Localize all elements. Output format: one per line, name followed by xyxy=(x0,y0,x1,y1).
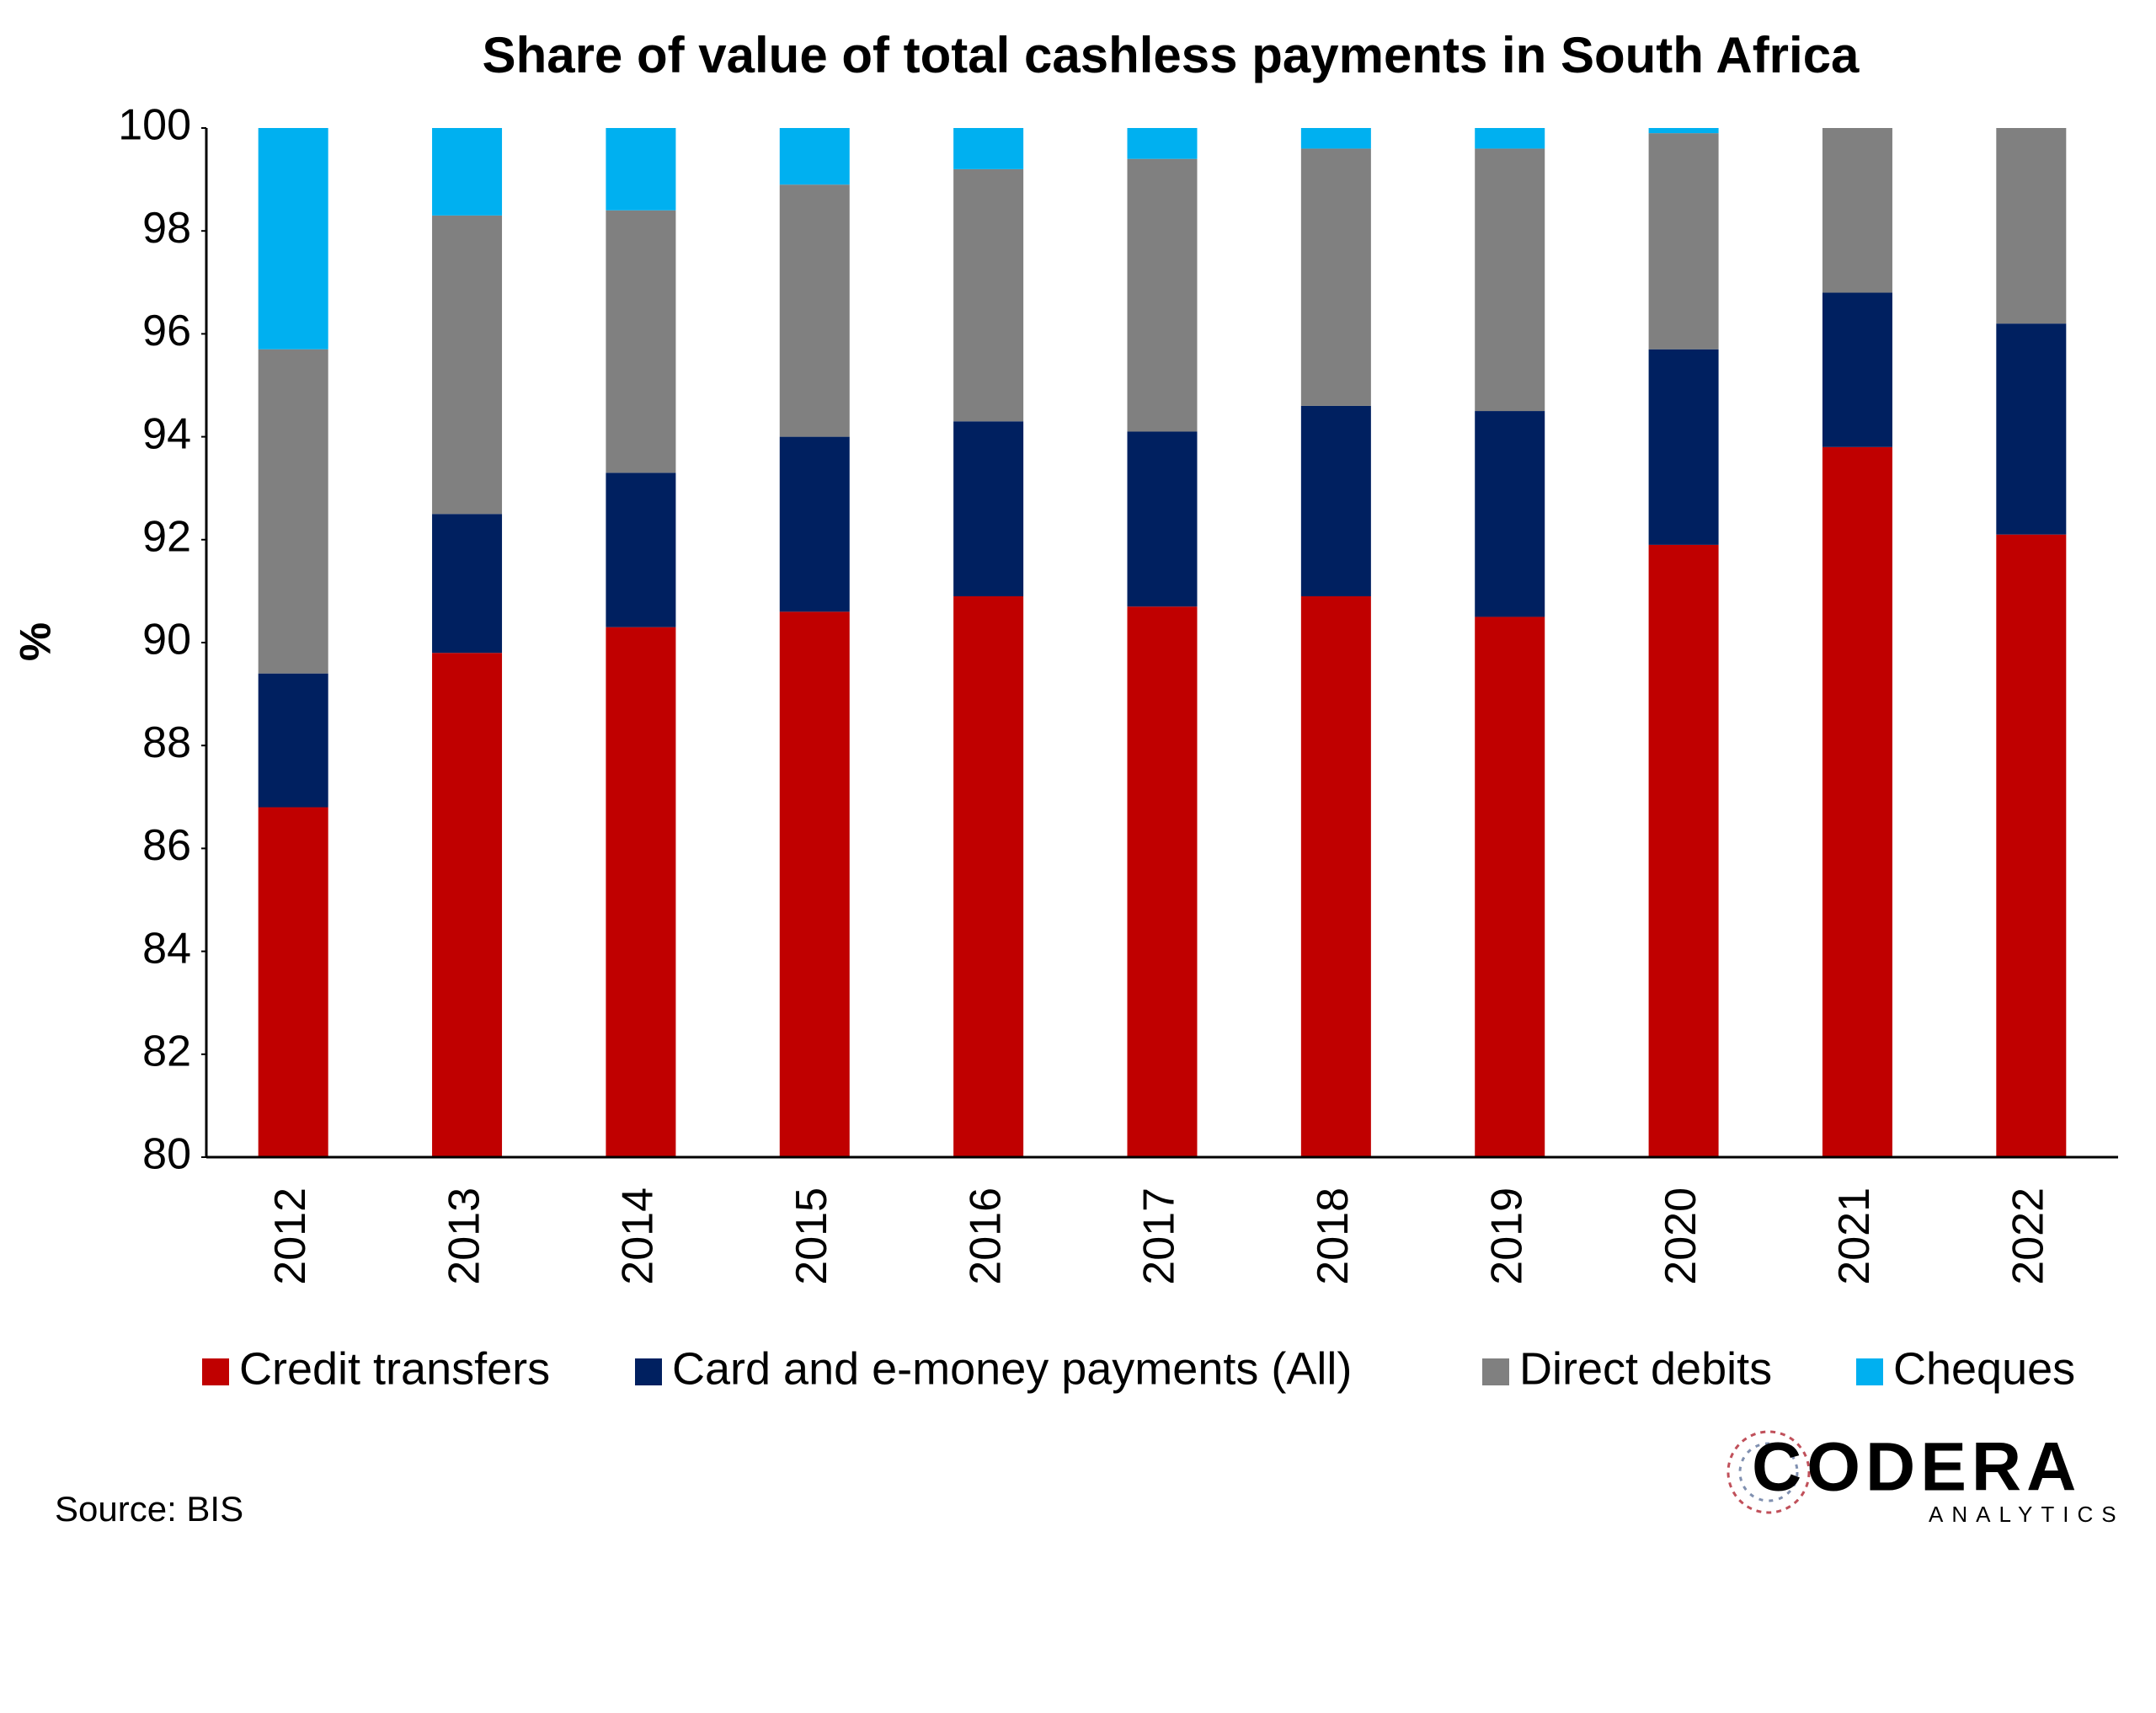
bar-segment xyxy=(1822,446,1892,1157)
bar-segment xyxy=(1648,128,1719,134)
legend-label: Card and e-money payments (All) xyxy=(672,1343,1352,1394)
bar-segment xyxy=(258,807,328,1157)
bar-segment xyxy=(1127,158,1198,432)
chart-title: Share of value of total cashless payment… xyxy=(483,27,1860,83)
bar-segment xyxy=(258,673,328,808)
bar-segment xyxy=(1300,148,1371,406)
bar-segment xyxy=(779,128,850,185)
bar-segment xyxy=(953,596,1024,1157)
bar-segment xyxy=(1475,411,1545,617)
bar-segment xyxy=(779,184,850,437)
bar-segment xyxy=(432,653,503,1157)
x-tick-label: 2014 xyxy=(614,1187,663,1285)
bar-segment xyxy=(1300,596,1371,1157)
bar-segment xyxy=(1996,323,2067,535)
y-tick-label: 88 xyxy=(142,718,191,767)
bar-segment xyxy=(258,349,328,674)
y-axis-label: % xyxy=(12,622,61,661)
bar-segment xyxy=(1822,292,1892,447)
logo-name: CODERA xyxy=(1752,1429,2081,1506)
x-tick-label: 2016 xyxy=(961,1187,1010,1285)
bar-segment xyxy=(953,168,1024,422)
logo-mark xyxy=(1738,1442,1799,1502)
bar-segment xyxy=(779,436,850,612)
bar-segment xyxy=(432,514,503,654)
x-tick-label: 2017 xyxy=(1135,1187,1184,1285)
bar-segment xyxy=(606,128,676,211)
bar-segment xyxy=(432,215,503,515)
bar-segment xyxy=(1475,128,1545,149)
bar-segment xyxy=(1822,128,1892,293)
y-tick-label: 92 xyxy=(142,513,191,562)
bar-segment xyxy=(953,421,1024,597)
x-tick-label: 2021 xyxy=(1830,1187,1879,1285)
legend-label: Credit transfers xyxy=(239,1343,550,1394)
bar-segment xyxy=(1300,405,1371,597)
x-tick-label: 2015 xyxy=(787,1187,836,1285)
legend-swatch xyxy=(1856,1358,1883,1385)
bar-segment xyxy=(1475,616,1545,1157)
y-tick-label: 80 xyxy=(142,1130,191,1179)
x-tick-label: 2018 xyxy=(1309,1187,1358,1285)
y-tick-label: 84 xyxy=(142,924,191,973)
bar-segment xyxy=(1300,128,1371,149)
source: Source: BIS xyxy=(55,1489,243,1529)
legend-label: Direct debits xyxy=(1519,1343,1772,1394)
x-tick-label: 2020 xyxy=(1657,1187,1705,1285)
legend-swatch xyxy=(1482,1358,1509,1385)
bar-segment xyxy=(1996,534,2067,1157)
bar-segment xyxy=(432,128,503,216)
x-tick-label: 2012 xyxy=(266,1187,315,1285)
y-tick-label: 96 xyxy=(142,307,191,355)
bar-segment xyxy=(606,627,676,1157)
logo-tagline: ANALYTICS xyxy=(1929,1502,2125,1527)
y-tick-label: 90 xyxy=(142,616,191,664)
x-tick-label: 2019 xyxy=(1482,1187,1531,1285)
bar-segment xyxy=(1127,128,1198,159)
x-tick-label: 2013 xyxy=(440,1187,488,1285)
bar-segment xyxy=(1648,544,1719,1157)
logo: CODERA ANALYTICS xyxy=(1726,1429,2125,1527)
legend-swatch xyxy=(635,1358,662,1385)
y-tick-label: 82 xyxy=(142,1027,191,1076)
y-tick-label: 86 xyxy=(142,821,191,870)
bar-segment xyxy=(606,210,676,473)
y-tick-label: 98 xyxy=(142,204,191,253)
bar-segment xyxy=(1127,431,1198,607)
logo-mark xyxy=(1726,1430,1811,1514)
y-tick-label: 94 xyxy=(142,409,191,458)
bar-segment xyxy=(1648,133,1719,350)
legend-swatch xyxy=(202,1358,229,1385)
y-tick-label: 100 xyxy=(118,101,191,150)
legend-label: Cheques xyxy=(1893,1343,2075,1394)
bar-segment xyxy=(1648,349,1719,545)
bar-segment xyxy=(1127,606,1198,1157)
bar-segment xyxy=(1475,148,1545,412)
bar-segment xyxy=(258,128,328,350)
bar-segment xyxy=(606,472,676,627)
bar-segment xyxy=(953,128,1024,169)
bar-segment xyxy=(779,611,850,1157)
bar-segment xyxy=(1996,128,2067,324)
x-tick-label: 2022 xyxy=(2004,1187,2053,1285)
